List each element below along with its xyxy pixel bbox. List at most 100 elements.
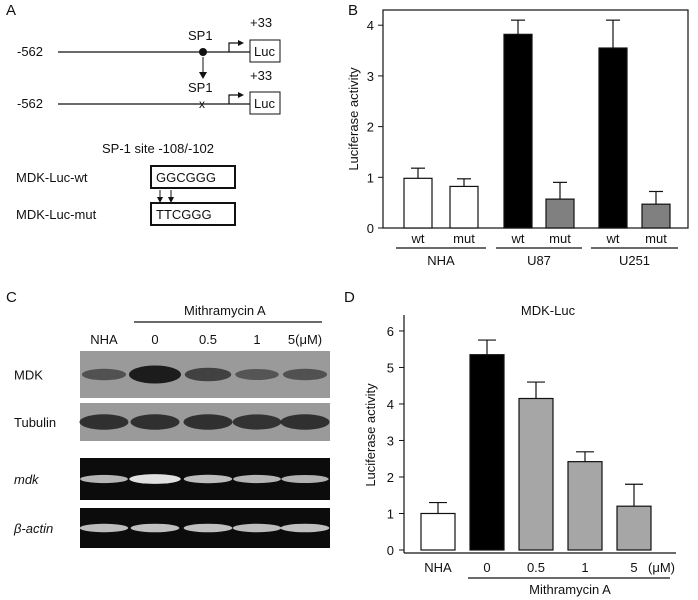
- y-tick-label: 1: [387, 506, 394, 521]
- blot-band: [183, 414, 233, 430]
- construct-wt-site: SP1: [188, 28, 213, 43]
- tss-arrow-head: [238, 40, 244, 46]
- panel-a: A -562 SP1 Luc +33 -562 SP1 x Luc +33: [6, 2, 281, 226]
- tss-arrow-head: [238, 92, 244, 98]
- y-tick-label: 1: [367, 170, 374, 185]
- treatment-label: Mithramycin A: [184, 303, 266, 318]
- panel-c-letter: C: [6, 289, 17, 306]
- wt-sequence-box: [150, 165, 236, 189]
- blot-band: [81, 368, 127, 381]
- bar: [469, 354, 505, 551]
- row-label: MDK: [14, 368, 43, 383]
- x-tick-label: mut: [453, 231, 475, 246]
- x-tick-label: 1: [581, 560, 588, 575]
- construct-wt-end: +33: [250, 15, 272, 30]
- blot-band: [280, 414, 330, 430]
- lane-label: NHA: [90, 332, 118, 347]
- blot-band: [280, 523, 330, 533]
- y-axis-label: Luciferase activity: [363, 383, 378, 487]
- tss-arrow: [228, 42, 239, 52]
- y-tick-label: 3: [367, 69, 374, 84]
- panel-d: D MDK-Luc 0 1 2 3 4 5 6 Luciferase activity NHA 0 0…: [344, 289, 676, 597]
- panel-b-letter: B: [348, 2, 358, 19]
- y-axis-label: Luciferase activity: [346, 67, 361, 171]
- luc-box: [249, 91, 281, 115]
- construct-wt-reporter: Luc: [254, 44, 275, 59]
- blot-band: [232, 523, 282, 533]
- construct-mut-site: SP1: [188, 80, 213, 95]
- row-label: Tubulin: [14, 415, 56, 430]
- blot-band: [235, 369, 279, 380]
- construct-wt: -562 SP1 Luc +33: [17, 15, 281, 79]
- blot-band: [130, 414, 180, 430]
- x-tick-label: wt: [606, 231, 620, 246]
- panel-c: C Mithramycin A NHA 0 0.5 1 5(μM) MDK Tubulin m…: [6, 289, 330, 548]
- chart-b: 0 1 2 3 4 Luciferase activity wt mut wt mut wt mut N…: [346, 9, 689, 268]
- row-label: β-actin: [13, 521, 53, 536]
- blot-band: [184, 367, 232, 382]
- bar: [420, 512, 456, 551]
- x-tick-label: 0: [483, 560, 490, 575]
- blot-band: [129, 365, 181, 384]
- bar: [641, 203, 671, 229]
- mutation-mark: x: [199, 97, 205, 111]
- blot-band: [233, 474, 281, 484]
- tss-arrow: [228, 94, 239, 104]
- bar: [449, 185, 479, 229]
- sp1-site-dot: [199, 48, 207, 56]
- panel-b: B 0 1 2 3 4 Luciferase activity wt mut wt mut wt mu…: [346, 2, 689, 268]
- y-tick-label: 4: [387, 397, 394, 412]
- construct-mut-end: +33: [250, 68, 272, 83]
- blot-band: [130, 523, 180, 533]
- y-tick-label: 4: [367, 18, 374, 33]
- blot-band: [281, 474, 329, 484]
- lane-label: 1: [253, 332, 260, 347]
- unit-label: (μM): [648, 560, 675, 575]
- bar: [403, 177, 433, 229]
- blot-band: [79, 414, 129, 430]
- wt-construct-label: MDK-Luc-wt: [16, 170, 88, 185]
- wt-sequence: GGCGGG: [156, 170, 216, 185]
- mut-sequence-box: [150, 202, 236, 226]
- blot-band: [282, 368, 328, 381]
- blot-band: [79, 523, 129, 533]
- x-tick-label: 5: [630, 560, 637, 575]
- panel-d-letter: D: [344, 289, 355, 306]
- y-tick-label: 3: [387, 433, 394, 448]
- mutation-arrow-head: [199, 72, 207, 79]
- plot-frame: [382, 9, 689, 229]
- base-change-arrow-head: [157, 197, 163, 203]
- blot-band: [183, 474, 233, 484]
- y-tick-label: 0: [367, 221, 374, 236]
- bar: [598, 47, 628, 229]
- lane-label: 5(μM): [288, 332, 322, 347]
- x-tick-label: wt: [511, 231, 525, 246]
- chart-title: MDK-Luc: [521, 303, 576, 318]
- bar: [567, 461, 603, 551]
- blot-panel: NHA 0 0.5 1 5(μM) MDK Tubulin mdk β-actin: [13, 332, 330, 548]
- construct-mut: -562 SP1 x Luc +33: [17, 68, 281, 115]
- panel-a-letter: A: [6, 2, 16, 19]
- blot-band: [183, 523, 233, 533]
- lane-label: 0: [151, 332, 158, 347]
- group-label: U251: [619, 253, 650, 268]
- bar: [616, 505, 652, 551]
- x-tick-label: wt: [411, 231, 425, 246]
- row-label: mdk: [14, 472, 40, 487]
- x-tick-label: mut: [645, 231, 667, 246]
- lane-label: 0.5: [199, 332, 217, 347]
- construct-mut-reporter: Luc: [254, 96, 275, 111]
- y-tick-label: 5: [387, 360, 394, 375]
- group-label: NHA: [427, 253, 455, 268]
- base-change-arrow-head: [168, 197, 174, 203]
- luc-box: [249, 39, 281, 63]
- blot-band: [129, 474, 181, 484]
- y-tick-label: 2: [367, 120, 374, 135]
- mut-construct-label: MDK-Luc-mut: [16, 207, 97, 222]
- bar: [518, 397, 554, 551]
- y-tick-label: 6: [387, 324, 394, 339]
- construct-wt-start: -562: [17, 44, 43, 59]
- sp1-site-title: SP-1 site -108/-102: [102, 141, 214, 156]
- x-tick-label: mut: [549, 231, 571, 246]
